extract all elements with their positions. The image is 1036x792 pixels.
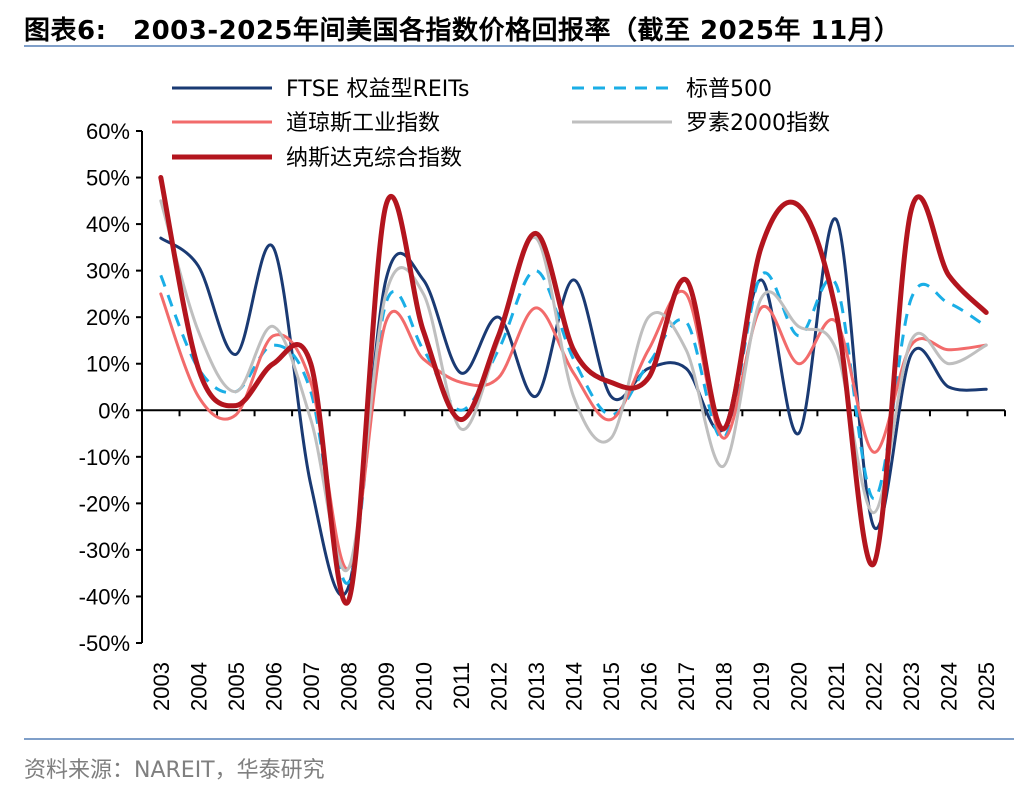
x-tick-label: 2020	[787, 662, 812, 711]
legend: FTSE 权益型REITs 标普500 道琼斯工业指数 罗素2000指数纳斯达克综合指…	[172, 77, 830, 171]
series-line-0	[159, 217, 988, 597]
series-line-4	[158, 175, 989, 606]
y-axis: 60% 50% 40% 30% 20% 10% 0% -10% -20% -30% -40% -50%	[79, 119, 143, 656]
series-lines	[158, 175, 989, 606]
x-tick-label: 2021	[824, 662, 849, 711]
source-rule	[24, 738, 1014, 740]
x-tick-label: 2009	[374, 662, 399, 711]
x-tick-label: 2011	[449, 662, 474, 709]
x-tick-label: 2010	[411, 662, 436, 711]
y-tick-label: 50%	[86, 166, 130, 191]
y-tick-label: -30%	[79, 538, 130, 563]
source-note: 资料来源：NAREIT，华泰研究	[24, 758, 325, 783]
x-axis: 2003 2004 2005 2006 2007 2008 2009 2010 2011 2012…	[141, 409, 1006, 711]
y-tick-label: 40%	[86, 212, 130, 237]
legend-label-4: 纳斯达克综合指数	[286, 146, 462, 171]
y-tick-label: 60%	[86, 119, 130, 144]
x-tick-label: 2015	[599, 662, 624, 711]
x-tick-label: 2004	[186, 662, 211, 711]
x-tick-label: 2019	[749, 662, 774, 711]
x-tick-label: 2016	[637, 662, 662, 711]
chart-title: 图表6: 2003-2025年间美国各指数价格回报率（截至 2025年 11月）	[24, 16, 901, 46]
x-tick-label: 2005	[224, 662, 249, 711]
x-tick-label: 2008	[336, 662, 361, 711]
x-tick-label: 2025	[974, 662, 999, 711]
y-tick-label: 10%	[86, 352, 130, 377]
legend-label-0: FTSE 权益型REITs	[286, 77, 470, 102]
legend-label-2: 道琼斯工业指数	[286, 111, 440, 136]
x-tick-label: 2012	[486, 662, 511, 711]
title-rule	[24, 45, 1014, 47]
x-tick-label: 2013	[524, 662, 549, 711]
y-tick-label: -10%	[79, 445, 130, 470]
y-tick-label: 30%	[86, 259, 130, 284]
legend-label-3: 罗素2000指数	[686, 111, 830, 136]
x-tick-label: 2024	[937, 662, 962, 711]
x-tick-label: 2023	[899, 662, 924, 711]
x-tick-label: 2022	[862, 662, 887, 711]
y-tick-label: 0%	[98, 398, 130, 423]
x-tick-label: 2018	[712, 662, 737, 711]
x-tick-label: 2017	[674, 662, 699, 711]
y-tick-label: -50%	[79, 631, 130, 656]
y-tick-label: 20%	[86, 305, 130, 330]
y-tick-label: -20%	[79, 491, 130, 516]
x-tick-label: 2003	[149, 662, 174, 711]
x-tick-label: 2014	[562, 662, 587, 711]
legend-label-1: 标普500	[686, 77, 772, 102]
x-tick-label: 2007	[299, 662, 324, 711]
x-tick-label: 2006	[261, 662, 286, 711]
y-tick-label: -40%	[79, 584, 130, 609]
